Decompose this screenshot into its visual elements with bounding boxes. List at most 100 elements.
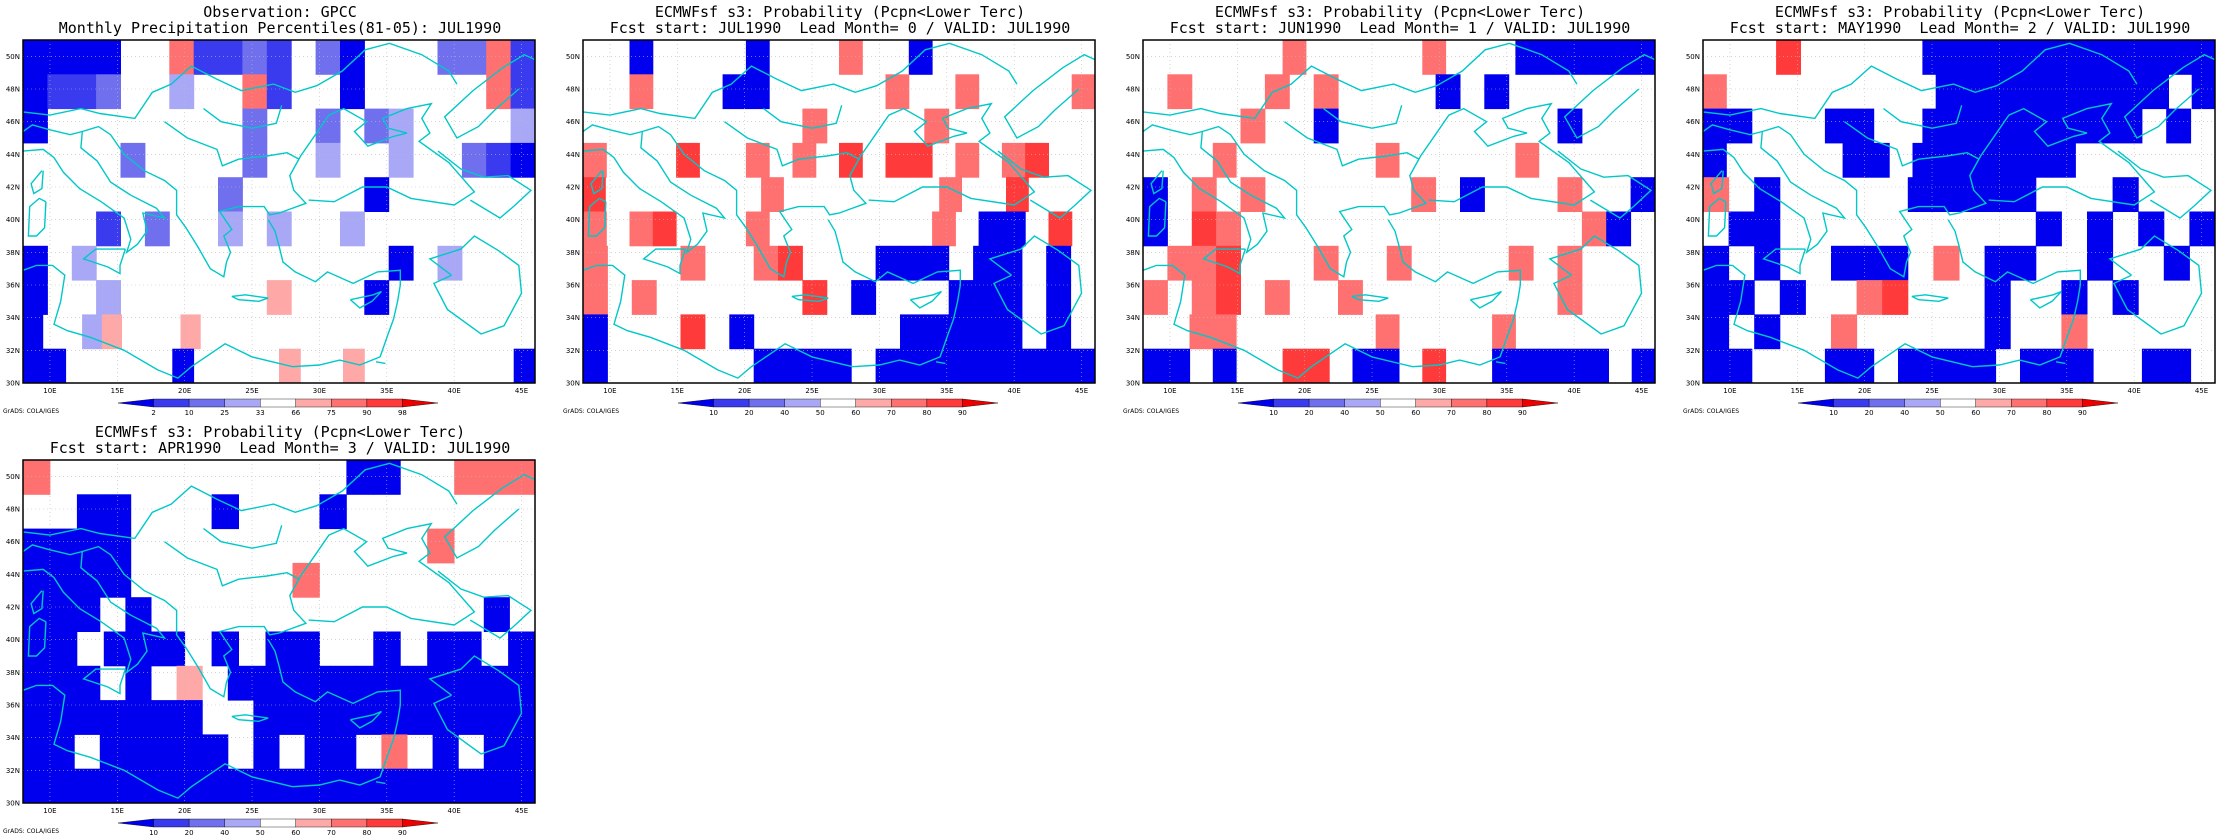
colorbar-label: 40 xyxy=(780,409,789,417)
lon-tick-label: 35E xyxy=(1500,387,1513,395)
grid-cell xyxy=(885,74,910,110)
grid-cell xyxy=(144,211,170,247)
grid-cell xyxy=(1216,211,1241,247)
grid-cell xyxy=(1995,40,2021,75)
grid-cell xyxy=(900,245,925,281)
grid-cell xyxy=(49,631,78,667)
grid-cell xyxy=(932,211,956,247)
coastline-path xyxy=(22,219,401,379)
lon-tick-label: 20E xyxy=(738,387,751,395)
colorbar-label: 80 xyxy=(1482,409,1491,417)
colorbar-arrow-right xyxy=(402,818,439,828)
grid-cell xyxy=(2044,348,2070,384)
grid-cell xyxy=(1282,40,1307,75)
coastline-path xyxy=(1702,42,2138,120)
grid-cell xyxy=(2121,74,2146,110)
grid-cell xyxy=(169,74,195,110)
coastline-path xyxy=(203,105,283,129)
lat-tick-label: 44N xyxy=(1126,151,1140,159)
colorbar-swatch xyxy=(366,818,403,828)
grid-cell xyxy=(47,40,73,75)
grid-cell xyxy=(23,40,48,75)
coastline-path xyxy=(763,105,843,129)
grid-cell xyxy=(2061,280,2088,315)
grid-cell xyxy=(1982,74,2007,110)
grid-cell xyxy=(1995,108,2021,144)
grid-cell xyxy=(583,348,608,384)
colorbar-arrow-left xyxy=(677,398,714,408)
lat-tick-label: 44N xyxy=(6,151,20,159)
coastline-path xyxy=(1142,124,1203,136)
grid-cell xyxy=(96,40,121,75)
colorbar-label: 80 xyxy=(362,829,371,837)
lon-tick-label: 20E xyxy=(1858,387,1871,395)
grid-cell xyxy=(74,768,101,804)
coastline-path xyxy=(1284,121,1420,167)
lat-tick-label: 30N xyxy=(6,800,20,808)
grid-cell xyxy=(76,494,105,530)
panel-title: ECMWFsf s3: Probability (Pcpn<Lower Terc… xyxy=(1214,3,1586,21)
lon-tick-label: 25E xyxy=(805,387,818,395)
grid-cell xyxy=(2189,211,2216,247)
colorbar-arrow-left xyxy=(1237,398,1274,408)
grads-credit: GrADS: COLA/IGES xyxy=(3,828,59,835)
grads-credit: GrADS: COLA/IGES xyxy=(563,408,619,415)
grid-cell xyxy=(1779,280,1806,315)
grid-cell xyxy=(1460,177,1485,212)
grid-cell xyxy=(583,142,607,178)
coastline-path xyxy=(22,522,476,698)
coastline-path xyxy=(437,570,533,639)
coastline-path xyxy=(22,42,458,120)
grid-cell xyxy=(23,348,45,384)
lon-tick-label: 20E xyxy=(178,807,191,815)
grid-cell xyxy=(381,700,408,735)
grid-cell xyxy=(1703,142,1727,178)
grid-cell xyxy=(1631,348,1656,384)
lat-tick-label: 36N xyxy=(566,282,580,290)
lat-tick-label: 42N xyxy=(566,184,580,192)
colorbar-label: 80 xyxy=(2042,409,2051,417)
grid-cell xyxy=(955,142,980,178)
lat-tick-label: 34N xyxy=(566,314,580,322)
colorbar-label: 10 xyxy=(709,409,718,417)
grid-cell xyxy=(1375,314,1400,350)
grid-cell xyxy=(180,314,201,350)
coastline-path xyxy=(349,290,382,309)
lon-tick-label: 30E xyxy=(313,807,326,815)
grid-cell xyxy=(908,142,933,178)
lat-tick-label: 30N xyxy=(1126,380,1140,388)
panel-subtitle: Fcst start: APR1990 Lead Month= 3 / VALI… xyxy=(49,439,511,457)
grid-cell xyxy=(997,348,1023,384)
grid-cell xyxy=(1167,74,1193,110)
grid-cell xyxy=(1585,40,1609,75)
grid-cell xyxy=(948,314,974,350)
lon-tick-label: 40E xyxy=(2127,387,2140,395)
lon-tick-label: 25E xyxy=(245,807,258,815)
lon-tick-label: 35E xyxy=(940,387,953,395)
grid-cell xyxy=(2163,245,2190,281)
grid-cell xyxy=(1216,245,1241,281)
grid-cell xyxy=(1561,40,1586,75)
grid-cell xyxy=(973,348,998,384)
coastline-path xyxy=(428,655,523,755)
grid-cell xyxy=(1191,280,1217,315)
lon-tick-label: 45E xyxy=(2195,387,2208,395)
colorbar-swatch xyxy=(1940,398,1976,408)
coastline-path xyxy=(2117,150,2213,219)
grid-cell xyxy=(432,768,459,804)
colorbar-swatch xyxy=(2011,398,2048,408)
grid-cell xyxy=(486,142,512,178)
colorbar-label: 10 xyxy=(185,409,194,417)
lon-tick-label: 10E xyxy=(43,807,56,815)
grid-cell xyxy=(2068,348,2094,384)
grid-cell xyxy=(1338,280,1363,315)
coastline-path xyxy=(30,170,44,195)
grid-cell xyxy=(839,40,863,75)
precip-cells xyxy=(1703,40,2216,384)
grid-cell xyxy=(2112,280,2139,315)
precip-cells xyxy=(23,460,536,804)
grid-cell xyxy=(1492,348,1516,384)
grid-cell xyxy=(2166,108,2192,144)
lon-tick-label: 30E xyxy=(873,387,886,395)
panel-title: ECMWFsf s3: Probability (Pcpn<Lower Terc… xyxy=(1774,3,2146,21)
